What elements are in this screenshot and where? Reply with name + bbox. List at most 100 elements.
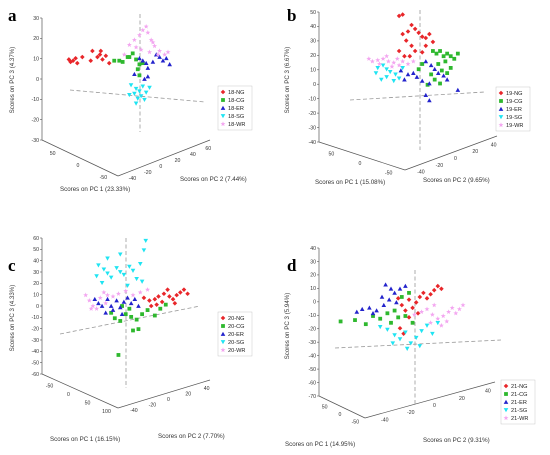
x-tick-label: -50 (352, 419, 360, 425)
point-ng (174, 292, 179, 298)
point-cg (136, 327, 141, 332)
point-sg (397, 337, 403, 342)
legend-label: 19-NG (506, 91, 522, 97)
z-tick-label: -60 (309, 380, 317, 386)
y-tick-label: 0 (159, 164, 162, 170)
point-cg (452, 56, 457, 61)
point-wr (105, 292, 110, 298)
z-tick-label: -30 (32, 338, 40, 344)
point-ng (416, 30, 421, 36)
point-cg (127, 306, 132, 311)
legend-marker-sg (503, 408, 509, 413)
point-cg (410, 320, 415, 325)
point-er (160, 58, 166, 63)
point-wr (133, 44, 139, 50)
point-er (145, 65, 151, 70)
point-sg (94, 274, 99, 279)
point-wr (94, 306, 100, 311)
point-wr (384, 53, 390, 59)
point-sg (130, 268, 136, 273)
point-cg (163, 302, 168, 307)
point-ng (98, 48, 104, 54)
point-wr (115, 291, 121, 296)
point-ng (415, 310, 421, 316)
z-tick-label: -10 (309, 313, 317, 319)
point-ng (423, 43, 429, 49)
point-er (136, 303, 141, 308)
point-wr (97, 295, 103, 300)
panel-a: 30 20 10 0 -10 -20 -30 50 0 -50 -40 -20 0 20 40 60 Score… (0, 0, 275, 228)
legend-marker-cg (221, 98, 225, 102)
panel-label-a: a (8, 6, 17, 25)
z-tick-label: 10 (33, 292, 39, 298)
legend-marker-er (503, 399, 509, 404)
point-ng (90, 48, 95, 54)
legend-marker-er (498, 106, 504, 111)
point-ng (165, 287, 170, 292)
z-tick-label: 0 (36, 304, 39, 310)
legend: 20-NG 20-CG 20-ER 20-SG 20-WR (217, 311, 253, 357)
point-cg (158, 306, 163, 311)
legend-marker-ng (220, 315, 226, 321)
point-er (128, 300, 134, 306)
x-axis-line (41, 373, 119, 409)
z-tick-label: 20 (33, 281, 39, 287)
point-ng (395, 296, 401, 301)
point-sg (128, 83, 134, 88)
point-ng (400, 12, 405, 17)
point-cg (353, 318, 357, 322)
point-er (132, 71, 137, 76)
z-tick-label: 30 (33, 270, 39, 276)
point-wr (130, 292, 136, 298)
point-ng (141, 295, 147, 301)
point-er (397, 286, 403, 291)
point-er (125, 295, 130, 300)
point-cg (123, 312, 128, 317)
point-ng (435, 283, 441, 289)
legend-label: 18-NG (228, 90, 244, 96)
point-er (381, 302, 387, 307)
point-er (427, 98, 432, 103)
legend: 21-NG 21-CG 21-ER 21-SG 21-WR (500, 379, 536, 425)
x-axis-line (318, 141, 406, 171)
point-wr (424, 306, 430, 312)
legend-marker-cg (504, 392, 508, 396)
point-er (403, 283, 408, 288)
chart-d-svg: 40 30 20 10 0 -10 -20 -30 -40 -50 -60 -70 50 0 -50 -40 -… (284, 246, 536, 448)
point-er (444, 77, 450, 82)
point-ng (156, 294, 161, 299)
y-tick-label: 20 (185, 391, 191, 397)
point-sg (143, 90, 149, 95)
point-er (383, 282, 388, 287)
point-er (137, 55, 142, 61)
point-sg (379, 77, 384, 82)
z-axis-title: Scores on PC 3 (5.94%) (284, 293, 291, 360)
point-ng (406, 297, 412, 302)
x-axis-line (318, 395, 366, 419)
point-ng (170, 296, 176, 302)
point-cg (137, 73, 142, 78)
point-wr (389, 64, 395, 69)
point-cg (443, 59, 448, 64)
point-cg (140, 312, 144, 317)
z-tick-label: 30 (33, 16, 39, 22)
z-tick-label: -40 (309, 140, 317, 146)
legend-label: 20-SG (228, 340, 244, 346)
point-wr (435, 316, 441, 321)
point-cg (120, 304, 124, 308)
point-er (359, 306, 365, 312)
point-wr (394, 56, 400, 61)
point-sg (400, 66, 405, 71)
point-sg (135, 96, 141, 101)
x-axis-title: Scores on PC 1 (14.95%) (285, 441, 355, 448)
point-ng (406, 315, 412, 320)
legend-label: 20-CG (228, 324, 244, 330)
point-ng (421, 290, 426, 296)
point-wr (385, 58, 391, 64)
z-tick-label: 60 (33, 236, 39, 242)
point-cg (338, 319, 343, 324)
point-wr (410, 58, 416, 64)
point-er (99, 303, 105, 308)
x-axis-title: Scores on PC 1 (15.08%) (315, 179, 385, 186)
x-tick-label: -50 (385, 170, 393, 176)
